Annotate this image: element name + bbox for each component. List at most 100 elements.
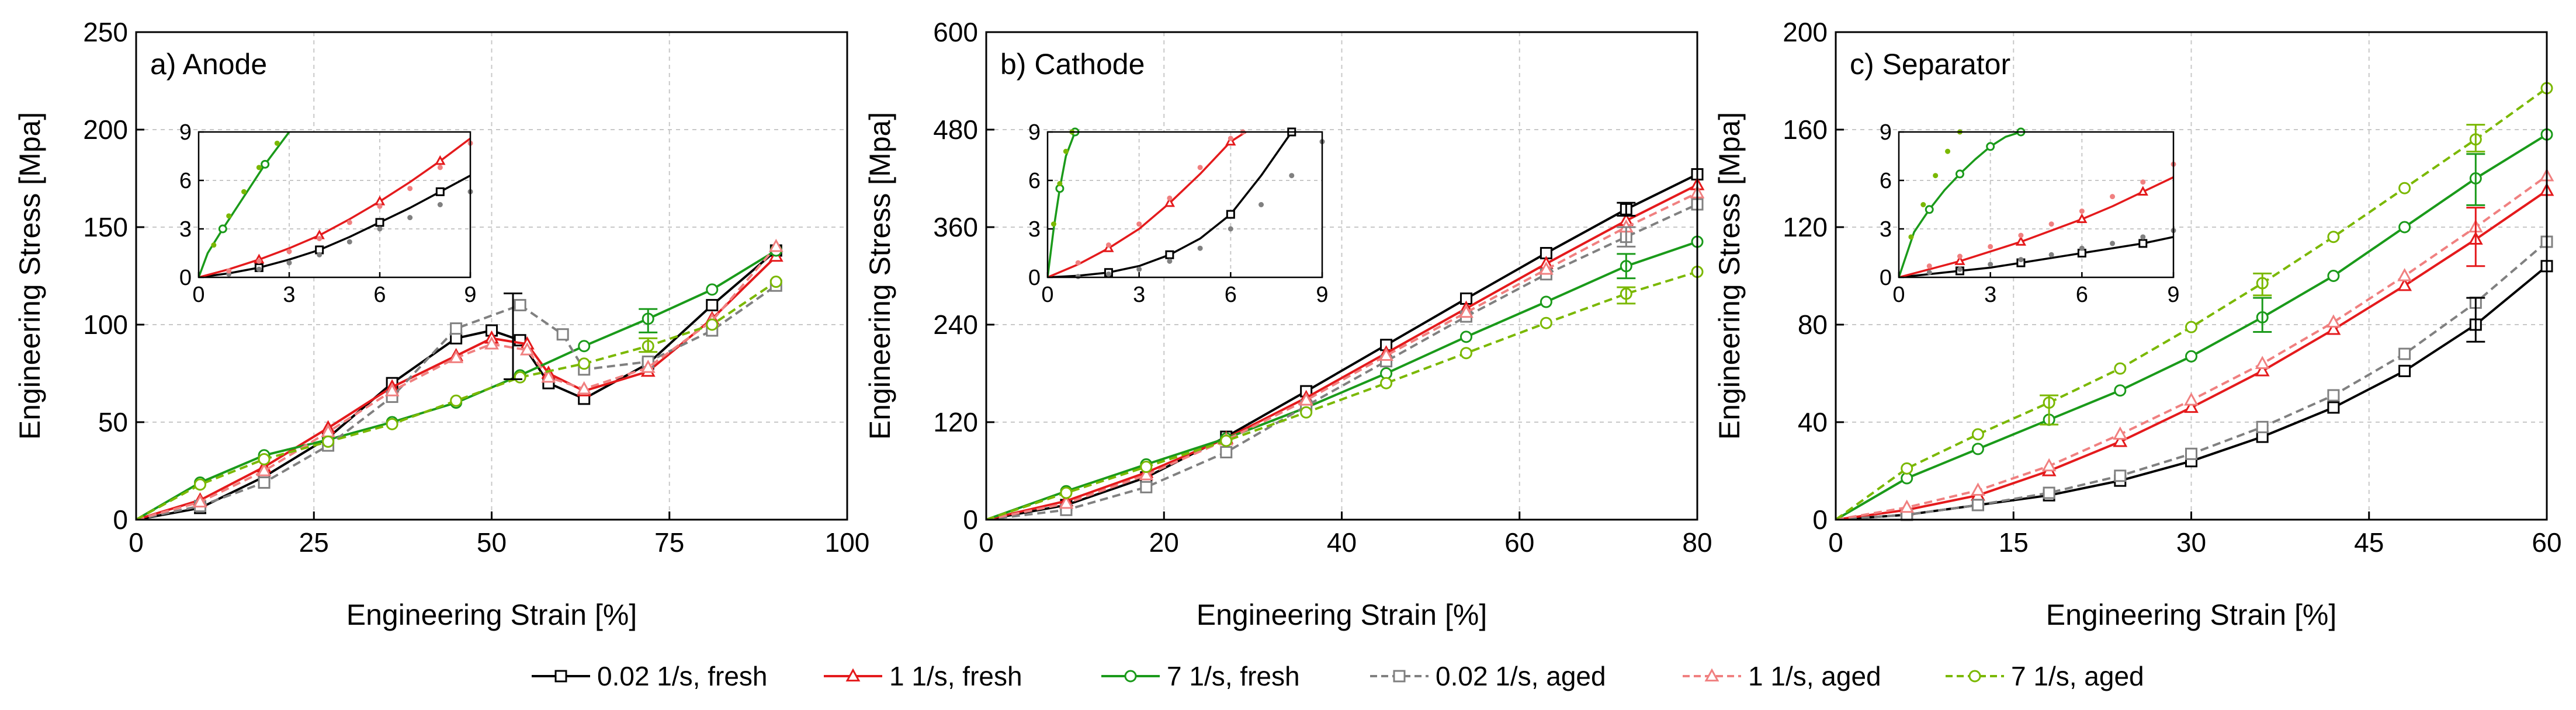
- inset-y-tick-label: 3: [1880, 217, 1892, 242]
- data-point-1-1-s-aged: [541, 369, 556, 383]
- inset-data-point-0-02-1-s-aged: [346, 239, 352, 245]
- inset-frame: [1046, 131, 1323, 279]
- inset-data-point-0-02-1-s-aged: [1988, 262, 1993, 267]
- x-tick-label: 75: [654, 527, 684, 558]
- legend-item-7-1-s-aged: 7 1/s, aged: [1946, 661, 2144, 691]
- inset-y-tick-label: 3: [179, 217, 192, 242]
- inset-y-tick-label: 0: [1880, 266, 1892, 290]
- y-axis-title: Engineering Stress [Mpa]: [1713, 112, 1746, 440]
- inset-y-tick-label: 9: [1880, 120, 1892, 145]
- inset-data-point-7-1-s-fresh: [1925, 205, 1934, 214]
- data-point-0-02-1-s-aged: [2256, 420, 2269, 433]
- data-point-7-1-s-aged: [322, 435, 335, 448]
- inset-data-point-0-02-1-s-aged: [2110, 241, 2116, 246]
- inset-x-tick-label: 3: [1984, 283, 1996, 307]
- inset-x-tick-label: 0: [1892, 283, 1905, 307]
- data-point-7-1-s-aged: [1901, 462, 1913, 475]
- x-tick-label: 50: [477, 527, 507, 558]
- inset-data-point-1-1-s-fresh: [2076, 213, 2088, 223]
- data-point-1-1-s-aged: [1059, 495, 1074, 509]
- data-point-1-1-s-aged: [2255, 356, 2270, 369]
- y-tick-label: 240: [933, 309, 978, 340]
- data-point-1-1-s-aged: [2326, 314, 2341, 328]
- inset-data-point-0-02-1-s-aged: [1258, 202, 1264, 207]
- inset-data-point-0-02-1-s-aged: [286, 260, 292, 266]
- inset-data-point-0-02-1-s-fresh: [435, 187, 445, 196]
- x-tick-label: 45: [2354, 527, 2384, 558]
- inset-series-line-1-1-s-fresh: [199, 137, 470, 277]
- inset-data-point-1-1-s-fresh: [2015, 236, 2027, 246]
- data-point-0-02-1-s-aged: [1971, 499, 1984, 511]
- series-line-0-02-1-s-aged: [1836, 241, 2547, 520]
- data-point-7-1-s-aged: [386, 417, 398, 430]
- x-tick-label: 0: [129, 527, 144, 558]
- inset-x-tick-label: 3: [1133, 283, 1145, 307]
- inset-series-line-0-02-1-s-fresh: [1899, 236, 2173, 277]
- inset-data-point-0-02-1-s-fresh: [1226, 210, 1235, 219]
- inset-data-point-1-1-s-aged: [226, 268, 232, 274]
- inset-data-point-7-1-s-fresh: [1955, 169, 1964, 179]
- legend-marker: [1704, 668, 1719, 682]
- data-point-7-1-s-fresh: [1971, 443, 1984, 455]
- data-point-1-1-s-aged: [1139, 467, 1154, 481]
- inset-data-point-1-1-s-fresh: [1225, 135, 1236, 146]
- inset-data-point-7-1-s-fresh: [261, 159, 270, 169]
- data-point-1-1-s-aged: [484, 336, 499, 350]
- inset-y-tick-label: 6: [1028, 169, 1041, 193]
- data-point-1-1-s-aged: [1970, 482, 1985, 496]
- panel-label: c) Separator: [1850, 48, 2010, 81]
- data-point-7-1-s-aged: [769, 276, 782, 288]
- inset-data-point-1-1-s-aged: [2018, 232, 2024, 238]
- legend-item-1-1-s-fresh: 1 1/s, fresh: [824, 661, 1022, 691]
- inset-data-point-0-02-1-s-aged: [2048, 252, 2054, 257]
- y-tick-label: 200: [83, 114, 128, 145]
- data-point-1-1-s-fresh: [2184, 399, 2199, 413]
- inset-data-point-0-02-1-s-aged: [2140, 234, 2146, 240]
- inset-background: [199, 132, 470, 277]
- inset-data-point-7-1-s-aged: [274, 140, 280, 146]
- x-tick-label: 15: [1999, 527, 2029, 558]
- x-tick-label: 100: [825, 527, 870, 558]
- data-point-1-1-s-aged: [2041, 458, 2057, 472]
- y-axis-title: Engineering Stress [Mpa]: [864, 112, 896, 440]
- inset-frame: [197, 131, 471, 279]
- x-tick-label: 30: [2176, 527, 2206, 558]
- data-point-0-02-1-s-fresh: [2398, 364, 2411, 377]
- legend-label: 1 1/s, aged: [1748, 661, 1881, 691]
- x-tick-label: 25: [299, 527, 329, 558]
- inset-data-point-1-1-s-aged: [317, 236, 323, 242]
- legend-marker: [1968, 670, 1981, 683]
- x-tick-label: 80: [1682, 527, 1712, 558]
- inset-y-tick-label: 0: [179, 266, 192, 290]
- inset-data-point-1-1-s-aged: [407, 186, 413, 192]
- y-tick-label: 150: [83, 212, 128, 242]
- inset-data-point-0-02-1-s-aged: [1167, 258, 1173, 264]
- inset-data-point-0-02-1-s-aged: [1926, 270, 1932, 276]
- inset-data-point-0-02-1-s-aged: [1957, 266, 1963, 272]
- data-point-7-1-s-fresh: [2185, 350, 2197, 363]
- inset-data-point-0-02-1-s-aged: [1136, 266, 1142, 272]
- y-tick-label: 120: [933, 407, 978, 437]
- inset-data-point-7-1-s-fresh: [218, 224, 227, 234]
- inset-x-tick-label: 6: [2076, 283, 2088, 307]
- y-tick-label: 200: [1783, 17, 1828, 47]
- y-tick-label: 0: [1812, 504, 1828, 535]
- inset-data-point-1-1-s-aged: [377, 203, 383, 209]
- inset-data-point-7-1-s-aged: [1908, 234, 1914, 240]
- legend-item-7-1-s-fresh: 7 1/s, fresh: [1101, 661, 1300, 691]
- data-point-0-02-1-s-aged: [1140, 481, 1153, 493]
- legend-label: 1 1/s, fresh: [889, 661, 1022, 691]
- inset-data-point-1-1-s-aged: [1197, 165, 1203, 170]
- series-line-7-1-s-aged: [136, 280, 777, 520]
- inset-data-point-7-1-s-aged: [1063, 148, 1069, 154]
- data-point-1-1-s-aged: [2184, 392, 2199, 406]
- inset-data-point-0-02-1-s-fresh: [2138, 239, 2148, 248]
- data-point-7-1-s-aged: [578, 357, 591, 370]
- data-point-0-02-1-s-aged: [556, 328, 569, 341]
- legend-item-0-02-1-s-fresh: 0.02 1/s, fresh: [532, 661, 768, 691]
- inset-data-point-1-1-s-aged: [2110, 194, 2116, 200]
- inset-y-tick-label: 9: [179, 120, 192, 145]
- data-point-1-1-s-aged: [193, 494, 207, 508]
- legend-marker: [554, 670, 567, 683]
